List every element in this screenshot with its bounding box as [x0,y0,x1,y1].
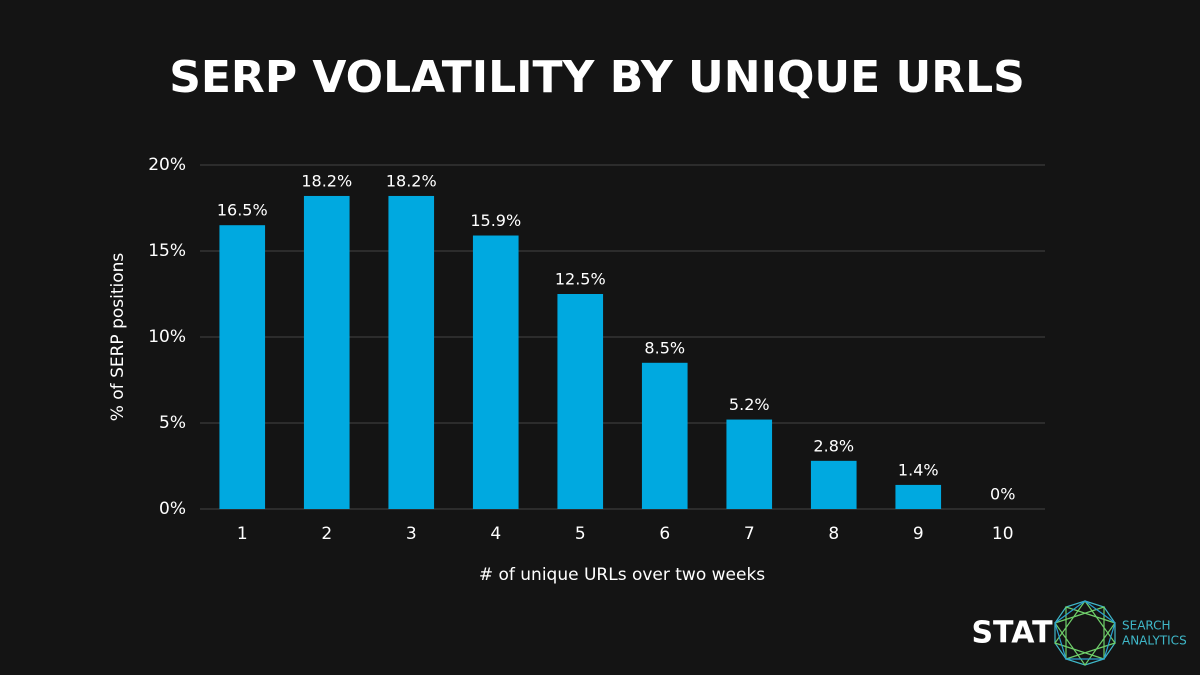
bar [472,235,519,509]
data-label: 18.2% [386,171,437,190]
x-tick-label: 6 [659,524,670,544]
data-label: 2.8% [813,436,854,455]
y-tick-label: 5% [159,413,186,433]
x-tick-label: 8 [828,524,839,544]
bar [726,419,773,509]
data-label: 12.5% [555,270,606,289]
x-tick-label: 3 [406,524,417,544]
data-label: 18.2% [301,171,352,190]
data-label: 8.5% [644,338,685,357]
logo-tagline: ANALYTICS [1122,634,1187,648]
bar [219,225,266,509]
x-tick-label: 4 [490,524,501,544]
bar [557,294,604,509]
data-label: 5.2% [729,395,770,414]
logo-icon [1054,599,1116,667]
y-tick-label: 15% [148,241,186,261]
data-label: 1.4% [898,460,939,479]
data-label: 0% [990,485,1015,504]
bar [303,195,350,509]
y-tick-label: 10% [148,327,186,347]
bar [388,195,435,509]
data-label: 16.5% [217,201,268,220]
x-tick-label: 1 [237,524,248,544]
x-tick-label: 10 [992,524,1014,544]
bar [810,460,857,509]
y-axis-label: % of SERP positions [108,253,128,422]
logo-tagline: SEARCH [1122,619,1171,633]
bar [895,484,942,509]
data-label: 15.9% [470,211,521,230]
x-tick-label: 7 [744,524,755,544]
logo-name: STAT [971,616,1053,651]
logo: STAT SEARCH ANALYTICS [971,599,1187,667]
x-tick-label: 2 [321,524,332,544]
x-tick-label: 9 [913,524,924,544]
x-axis-label: # of unique URLs over two weeks [479,565,765,585]
x-tick-label: 5 [575,524,586,544]
y-tick-label: 20% [148,155,186,175]
chart-title: SERP VOLATILITY BY UNIQUE URLS [169,52,1025,103]
y-tick-label: 0% [159,499,186,519]
bar [641,362,688,509]
